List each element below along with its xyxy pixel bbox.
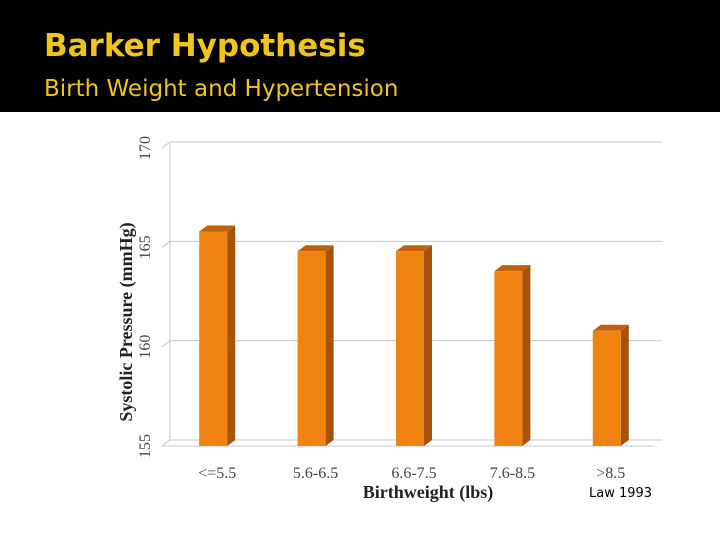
bar-front xyxy=(297,251,326,446)
bar-front xyxy=(592,330,621,446)
gridlines xyxy=(161,141,662,447)
bar xyxy=(592,324,629,446)
x-tick-label: 7.6-8.5 xyxy=(490,465,535,482)
x-axis-title: Birthweight (lbs) xyxy=(363,482,494,503)
bar-top xyxy=(592,324,629,331)
bar-side xyxy=(424,245,432,446)
y-tick-label: 170 xyxy=(137,136,154,160)
y-tick-labels: 155 160 165 170 xyxy=(137,136,154,458)
bar xyxy=(494,265,531,446)
bar-top xyxy=(199,225,236,232)
gridline-connector xyxy=(161,439,171,447)
bar-chart: 155 160 165 170 <=5.5 5.6-6.5 6.6-7.5 7.6-8.5 >… xyxy=(116,136,662,503)
source-note: Law 1993 xyxy=(589,486,653,501)
x-tick-label: 6.6-7.5 xyxy=(391,465,436,482)
bar-top xyxy=(297,245,334,252)
bar-top xyxy=(494,265,531,272)
bar-side xyxy=(227,225,236,446)
slide-title: Barker Hypothesis xyxy=(44,28,366,64)
bar-side xyxy=(522,265,531,446)
x-tick-labels: <=5.5 5.6-6.5 6.6-7.5 7.6-8.5 >8.5 xyxy=(198,465,625,482)
gridline-connector xyxy=(161,340,171,348)
bar-front xyxy=(396,251,424,446)
gridline-connector xyxy=(161,240,171,248)
bar xyxy=(396,245,432,446)
y-axis-title: Systolic Pressure (mmHg) xyxy=(116,222,137,421)
bar-front xyxy=(494,271,523,446)
y-tick-label: 165 xyxy=(137,235,154,259)
y-tick-label: 160 xyxy=(137,335,154,359)
chart-panel: 155 160 165 170 <=5.5 5.6-6.5 6.6-7.5 7.6-8.5 >… xyxy=(0,112,720,540)
bar-front xyxy=(199,231,228,446)
x-tick-label: >8.5 xyxy=(596,465,625,482)
bar-top xyxy=(396,245,432,252)
bar xyxy=(297,245,334,446)
x-tick-label: <=5.5 xyxy=(198,465,236,482)
slide-subtitle: Birth Weight and Hypertension xyxy=(44,76,399,102)
x-tick-label: 5.6-6.5 xyxy=(293,465,338,482)
bar-side xyxy=(325,245,334,446)
bar xyxy=(199,225,236,446)
bar-side xyxy=(620,324,629,446)
y-tick-label: 155 xyxy=(137,434,154,458)
bars xyxy=(199,225,629,446)
gridline-connector xyxy=(161,141,171,149)
